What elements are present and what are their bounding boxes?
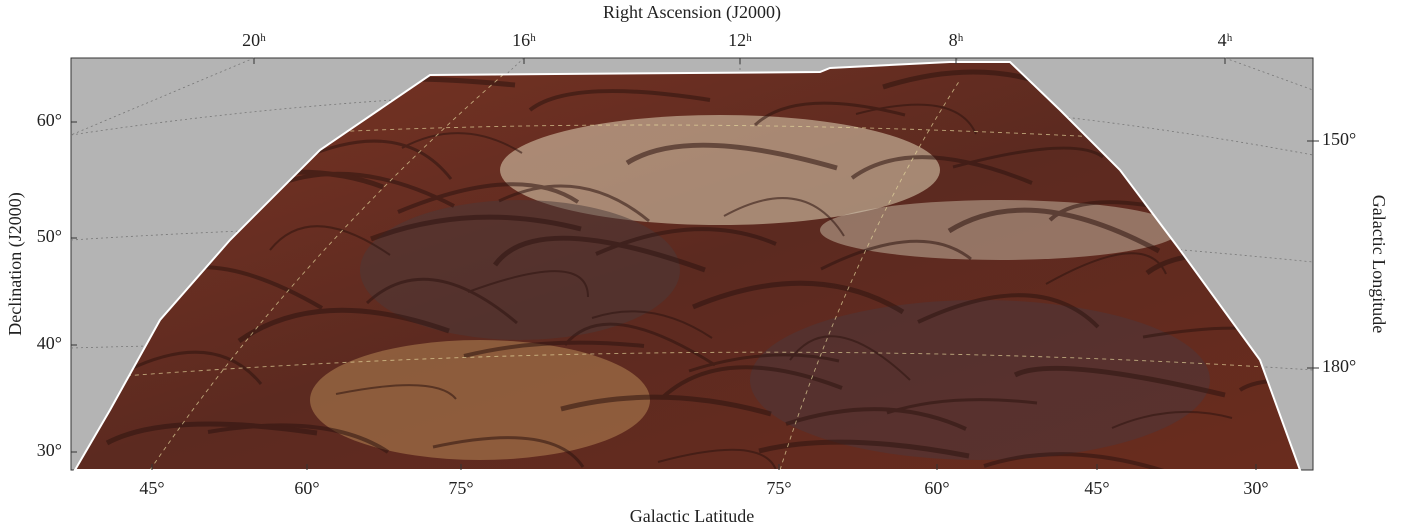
left-axis-title: Declination (J2000) [5,192,26,335]
dust-streak [692,280,905,315]
dust-streak [498,184,650,223]
bottom-tick-label: 30° [1243,478,1268,498]
bottom-tick-label: 75° [766,478,791,498]
dust-streak [820,239,972,271]
dust-streak [105,421,318,446]
right-tick-label: 180° [1322,356,1356,376]
bottom-tick-label: 60° [924,478,949,498]
dust-streak [952,146,1104,169]
dust-streak [492,235,706,273]
left-tick-label: 50° [37,226,62,246]
bottom-tick-label: 45° [139,478,164,498]
dust-streak [917,293,1100,329]
dust-streak [1238,378,1300,412]
dust-streak [785,407,967,431]
dust-streak [467,270,589,298]
bottom-tick-label: 45° [1084,478,1109,498]
dust-streak [723,197,845,237]
dust-streak [1111,410,1233,429]
top-tick-label: 4ʰ [1218,30,1233,50]
dust-streak [1013,365,1226,398]
dust-streak [237,307,450,344]
dust-streak [660,365,843,400]
dust-streak [850,155,1033,185]
dust-streak [1045,252,1167,285]
top-tick-label: 8ʰ [949,30,964,50]
left-tick-label: 30° [37,440,62,460]
dust-streak [983,452,1165,470]
dust-streak [560,394,772,417]
right-tick-label: 150° [1322,129,1356,149]
dust-streak [528,89,711,112]
dust-streak [335,384,457,400]
top-tick-label: 12ʰ [728,30,752,50]
dust-streak [657,448,779,470]
top-tick-label: 16ʰ [512,30,536,50]
left-tick-label: 40° [37,333,62,353]
dust-streak [432,436,585,468]
dust-streak [463,340,645,358]
bottom-tick-label: 60° [294,478,319,498]
dust-streak [269,225,391,256]
dust-streak [789,335,911,381]
right-axis-title: Galactic Longitude [1369,195,1389,333]
dust-streak [207,423,390,454]
bottom-axis-title: Galactic Latitude [630,506,754,526]
bottom-tick-label: 75° [448,478,473,498]
dust-streak [753,101,906,127]
left-tick-label: 60° [37,110,62,130]
dust-streak [365,277,518,325]
top-tick-label: 20ʰ [242,30,266,50]
dust-streak [397,182,580,214]
dust-streak [758,439,970,459]
dust-streak [688,353,840,373]
dust-streak [401,132,523,154]
dust-streak [947,207,1161,254]
dust-streak [563,322,716,367]
dust-streak [273,171,455,208]
top-axis-title: Right Ascension (J2000) [603,2,781,23]
dust-streak [370,214,582,242]
dust-streak [625,142,838,171]
dust-streak [591,310,713,339]
dust-streak [300,139,453,180]
